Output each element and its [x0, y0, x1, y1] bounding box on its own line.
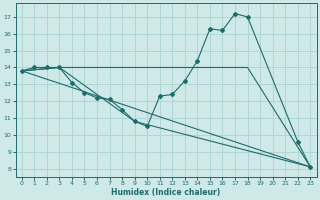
- X-axis label: Humidex (Indice chaleur): Humidex (Indice chaleur): [111, 188, 221, 197]
